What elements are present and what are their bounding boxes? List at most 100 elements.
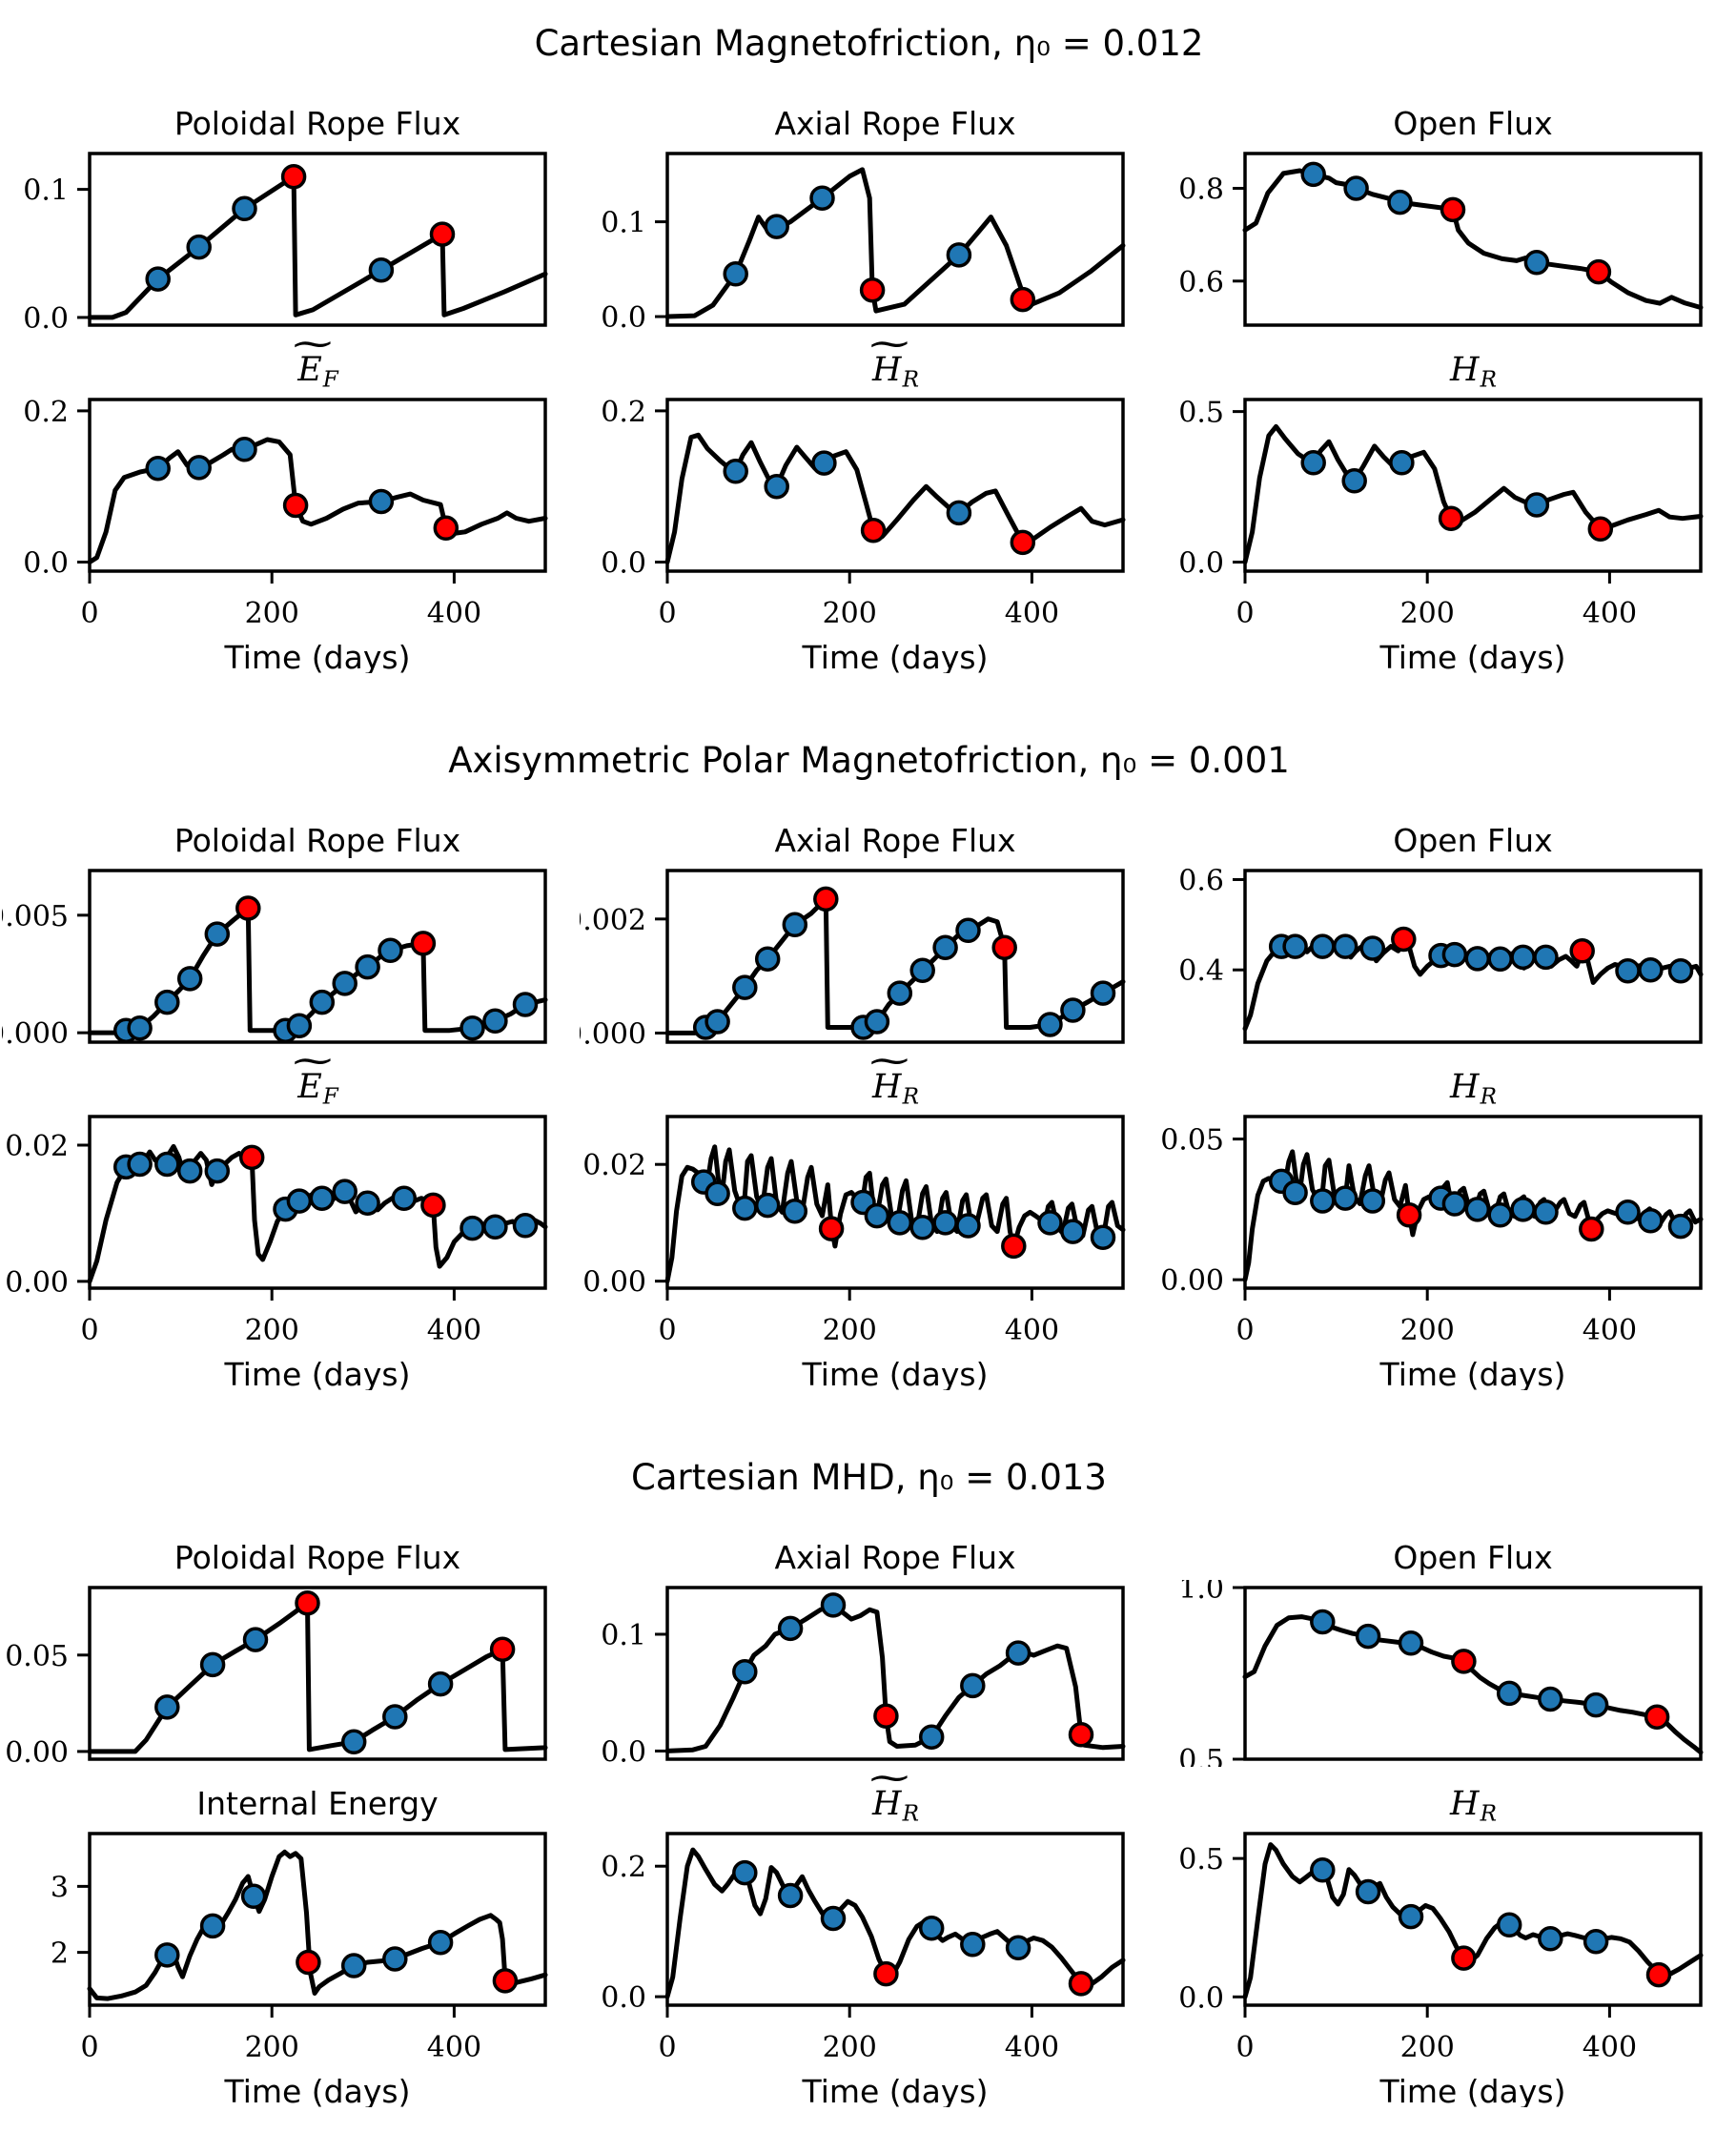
svg-text:0.0: 0.0 bbox=[601, 1981, 646, 2015]
tilde-accent: ~ bbox=[866, 1756, 914, 1799]
subplot: ~ HR 0.0 0.2 0 200 400 Time (days) bbox=[580, 1757, 1157, 2107]
svg-text:0.00: 0.00 bbox=[1160, 1264, 1224, 1298]
plot-svg: 0.00 0.02 0 200 400 Time (days) bbox=[582, 1115, 1126, 1390]
svg-text:0.02: 0.02 bbox=[582, 1149, 646, 1182]
x-axis-label: Time (days) bbox=[224, 2073, 411, 2107]
subplot: HR 0.0 0.5 0 200 400 Time (days) bbox=[1157, 338, 1735, 673]
svg-text:1.0: 1.0 bbox=[1178, 1580, 1224, 1606]
svg-text:0.0: 0.0 bbox=[601, 546, 646, 580]
subplot: Open Flux 0.4 0.6 bbox=[1157, 810, 1735, 1050]
x-axis-label: Time (days) bbox=[1379, 2073, 1566, 2107]
svg-text:200: 200 bbox=[823, 597, 877, 630]
subplot-title: ~ HR bbox=[667, 323, 1123, 393]
x-axis-label: Time (days) bbox=[1379, 639, 1566, 673]
tilde-accent: ~ bbox=[288, 1039, 337, 1082]
svg-text:0.4: 0.4 bbox=[1178, 954, 1224, 988]
tilde-accent: ~ bbox=[866, 1039, 914, 1082]
svg-text:0.00: 0.00 bbox=[582, 1266, 646, 1300]
subplot-title: Axial Rope Flux bbox=[774, 1539, 1016, 1576]
plot-svg: 0.5 1.0 bbox=[1178, 1580, 1704, 1767]
svg-text:0.1: 0.1 bbox=[23, 174, 69, 208]
subplot-title: Internal Energy bbox=[196, 1785, 439, 1822]
tilde-accent: ~ bbox=[866, 322, 914, 365]
svg-text:0.002: 0.002 bbox=[580, 904, 646, 937]
subplot-title: Poloidal Rope Flux bbox=[174, 1539, 461, 1576]
subplot-title: ~ HR bbox=[667, 1040, 1123, 1110]
subplot: ~ EF 0.0 0.2 0 200 400 Time (days) bbox=[2, 323, 580, 673]
svg-text:0.00: 0.00 bbox=[5, 1736, 69, 1767]
plot-svg: 0.00 0.05 bbox=[5, 1586, 548, 1767]
svg-text:200: 200 bbox=[823, 1314, 877, 1347]
subplot: Internal Energy 2 3 0 200 400 Time (days) bbox=[2, 1773, 580, 2107]
svg-text:0: 0 bbox=[658, 1314, 676, 1347]
svg-text:0.0: 0.0 bbox=[601, 1735, 646, 1767]
subplot-title: ~ HR bbox=[667, 1757, 1123, 1827]
svg-text:200: 200 bbox=[1400, 597, 1455, 630]
svg-text:400: 400 bbox=[1583, 2031, 1637, 2064]
subplot: Axial Rope Flux 0.0 0.1 bbox=[580, 1527, 1157, 1767]
x-axis-label: Time (days) bbox=[802, 2073, 989, 2107]
subplot-title: HR bbox=[1450, 1785, 1497, 1827]
subplot-title: ~ EF bbox=[90, 323, 545, 393]
svg-text:400: 400 bbox=[427, 597, 481, 630]
svg-text:200: 200 bbox=[1400, 2031, 1455, 2064]
subplot-title: Axial Rope Flux bbox=[774, 822, 1016, 859]
svg-text:400: 400 bbox=[1583, 597, 1637, 630]
subplot: Axial Rope Flux 0.0 0.1 bbox=[580, 92, 1157, 333]
subplot: HR 0.0 0.5 0 200 400 Time (days) bbox=[1157, 1773, 1735, 2107]
svg-text:0.2: 0.2 bbox=[601, 396, 646, 429]
svg-text:0: 0 bbox=[1236, 1314, 1254, 1347]
panel-group-cartesian-magnetofriction: Cartesian Magnetofriction, η₀ = 0.012 Po… bbox=[2, 23, 1736, 679]
svg-text:0.6: 0.6 bbox=[1178, 266, 1224, 299]
svg-text:400: 400 bbox=[427, 1314, 481, 1347]
panel-group-cartesian-mhd: Cartesian MHD, η₀ = 0.013 Poloidal Rope … bbox=[2, 1457, 1736, 2113]
plot-svg: 0.0 0.1 bbox=[601, 1586, 1126, 1767]
plot-svg: 0.0 0.5 0 200 400 Time (days) bbox=[1178, 397, 1704, 673]
svg-text:0.0: 0.0 bbox=[1178, 1981, 1224, 2015]
subplot-title: ~ EF bbox=[90, 1040, 545, 1110]
svg-text:0.005: 0.005 bbox=[2, 900, 69, 933]
subplot: ~ EF 0.00 0.02 0 200 400 Time (days) bbox=[2, 1040, 580, 1390]
plot-svg: 0.00 0.02 0 200 400 Time (days) bbox=[5, 1115, 548, 1390]
plot-svg: 0.6 0.8 bbox=[1178, 152, 1704, 327]
subplot: Poloidal Rope Flux 0.00 0.05 bbox=[2, 1527, 580, 1767]
svg-text:0.8: 0.8 bbox=[1178, 173, 1224, 206]
svg-text:0.0: 0.0 bbox=[23, 546, 69, 580]
subplot-title: HR bbox=[1450, 1068, 1497, 1110]
svg-text:400: 400 bbox=[1583, 1314, 1637, 1347]
svg-text:400: 400 bbox=[427, 2031, 481, 2064]
subplot: Poloidal Rope Flux 0.000 0.005 bbox=[2, 810, 580, 1050]
svg-text:0.1: 0.1 bbox=[601, 1619, 646, 1652]
x-axis-label: Time (days) bbox=[224, 1356, 411, 1390]
svg-text:0.05: 0.05 bbox=[1160, 1124, 1224, 1158]
plot-svg: 0.0 0.1 bbox=[23, 152, 548, 333]
svg-text:0.5: 0.5 bbox=[1178, 1843, 1224, 1876]
plot-svg: 0.00 0.05 0 200 400 Time (days) bbox=[1160, 1115, 1704, 1390]
svg-text:0.0: 0.0 bbox=[601, 301, 646, 333]
svg-text:0.5: 0.5 bbox=[1178, 1744, 1224, 1767]
subplot-title: Axial Rope Flux bbox=[774, 105, 1016, 142]
svg-text:0: 0 bbox=[658, 597, 676, 630]
subplot: Open Flux 0.6 0.8 bbox=[1157, 92, 1735, 333]
subplot: HR 0.00 0.05 0 200 400 Time (days) bbox=[1157, 1056, 1735, 1390]
svg-text:0.6: 0.6 bbox=[1178, 864, 1224, 897]
svg-text:200: 200 bbox=[245, 1314, 299, 1347]
x-axis-label: Time (days) bbox=[802, 1356, 989, 1390]
subplot: Axial Rope Flux 0.000 0.002 bbox=[580, 810, 1157, 1050]
subplot: ~ HR 0.00 0.02 0 200 400 Time (days) bbox=[580, 1040, 1157, 1390]
panel-group-axisymmetric-polar-magnetofriction: Axisymmetric Polar Magnetofriction, η₀ =… bbox=[2, 740, 1736, 1396]
subplot-title: Poloidal Rope Flux bbox=[174, 105, 461, 142]
x-axis-label: Time (days) bbox=[224, 639, 411, 673]
subplot: Poloidal Rope Flux 0.0 0.1 bbox=[2, 92, 580, 333]
subplot-title: Open Flux bbox=[1393, 1539, 1553, 1576]
svg-text:0.1: 0.1 bbox=[601, 207, 646, 240]
subplot: ~ HR 0.0 0.2 0 200 400 Time (days) bbox=[580, 323, 1157, 673]
svg-text:200: 200 bbox=[245, 597, 299, 630]
plot-svg: 0.0 0.1 bbox=[601, 152, 1126, 333]
subplot-title: Open Flux bbox=[1393, 822, 1553, 859]
group-title: Cartesian MHD, η₀ = 0.013 bbox=[631, 1457, 1107, 1498]
x-axis-label: Time (days) bbox=[1379, 1356, 1566, 1390]
subplot-title: Poloidal Rope Flux bbox=[174, 822, 461, 859]
svg-text:400: 400 bbox=[1005, 597, 1059, 630]
